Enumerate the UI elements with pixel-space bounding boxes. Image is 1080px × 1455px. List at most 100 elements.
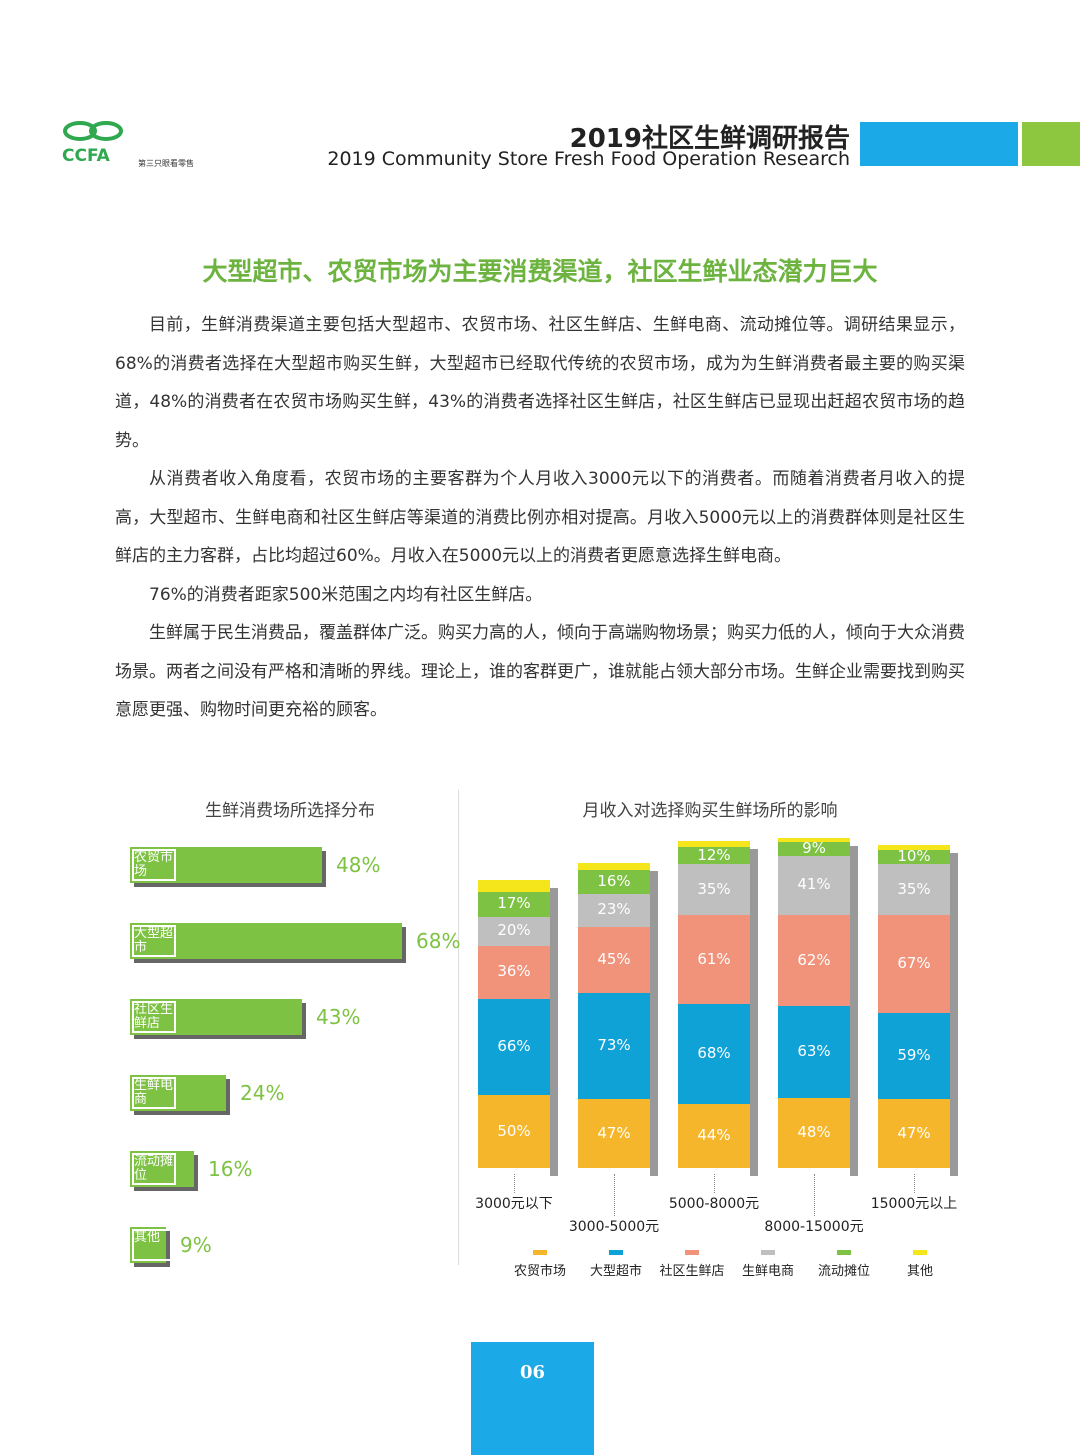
value-label: 35%: [897, 879, 931, 898]
value-label: 48%: [336, 853, 381, 877]
value-label: 43%: [316, 1005, 361, 1029]
bar: [130, 1075, 226, 1111]
x-tick-label: 15000元以上: [870, 1196, 958, 1212]
legend-swatch: [609, 1250, 623, 1255]
bar-segment: 35%: [678, 864, 750, 916]
value-label: 9%: [802, 838, 826, 857]
bar-segment: 47%: [578, 1099, 650, 1168]
bar-segment: [878, 845, 950, 850]
value-label: 16%: [597, 871, 631, 890]
leader-line: [914, 1174, 915, 1193]
value-label: 36%: [497, 962, 531, 981]
bar-segment: 23%: [578, 893, 650, 928]
bar-segment: 44%: [678, 1103, 750, 1168]
value-label: 24%: [240, 1081, 285, 1105]
value-label: 63%: [797, 1041, 831, 1060]
paragraph: 生鲜属于民生消费品，覆盖群体广泛。购买力高的人，倾向于高端购物场景；购买力低的人…: [115, 623, 965, 720]
category-label: 其他: [132, 1229, 176, 1261]
bar-segment: 41%: [778, 855, 850, 916]
category-label: 生鲜电商: [132, 1077, 176, 1109]
bar-segment: [778, 838, 850, 843]
paragraph: 目前，生鲜消费渠道主要包括大型超市、农贸市场、社区生鲜店、生鲜电商、流动摊位等。…: [115, 315, 965, 451]
value-label: 48%: [797, 1122, 831, 1141]
category-label: 社区生鲜店: [132, 1001, 176, 1033]
bar-segment: 20%: [478, 916, 550, 947]
page-number-box: [471, 1342, 594, 1455]
x-tick-label: 8000-15000元: [764, 1219, 864, 1235]
chart-title: 生鲜消费场所选择分布: [205, 801, 375, 821]
bar-segment: 45%: [578, 927, 650, 993]
bar-segment: 9%: [778, 838, 850, 857]
bar-segment: [478, 880, 550, 893]
x-tick-label: 3000元以下: [475, 1196, 553, 1212]
divider: [458, 790, 459, 1265]
legend-label: 大型超市: [589, 1264, 642, 1279]
bar-segment: 10%: [878, 847, 950, 865]
header-band: [860, 122, 1018, 166]
value-label: 12%: [697, 845, 731, 864]
page-number: 06: [519, 1362, 546, 1383]
bar-segment: 35%: [878, 864, 950, 916]
leader-line: [614, 1174, 615, 1216]
value-label: 66%: [497, 1036, 531, 1055]
value-label: 9%: [180, 1233, 212, 1257]
bar-segment: 68%: [678, 1004, 750, 1104]
value-label: 68%: [416, 929, 461, 953]
leader-line: [814, 1174, 815, 1216]
legend-label: 社区生鲜店: [659, 1264, 725, 1279]
paragraph: 76%的消费者距家500米范围之内均有社区生鲜店。: [149, 584, 543, 605]
legend-swatch: [761, 1250, 775, 1255]
bar: [130, 999, 302, 1035]
legend-label: 其他: [906, 1264, 933, 1279]
bar-segment: 48%: [778, 1097, 850, 1168]
value-label: 73%: [597, 1036, 631, 1055]
legend-swatch: [913, 1250, 927, 1255]
value-label: 47%: [897, 1123, 931, 1142]
report-title: 2019社区生鲜调研报告: [569, 124, 850, 154]
value-label: 20%: [497, 921, 531, 940]
bar-segment: [678, 840, 750, 847]
bar-segment: 59%: [878, 1013, 950, 1100]
value-label: 61%: [697, 949, 731, 968]
value-label: 44%: [697, 1125, 731, 1144]
category-label: 农贸市场: [132, 849, 176, 881]
category-label: 流动摊位: [132, 1153, 176, 1185]
bar-shadow: [950, 853, 958, 1176]
bar-segment: 17%: [478, 892, 550, 917]
bar-segment: 36%: [478, 946, 550, 999]
legend-swatch: [685, 1250, 699, 1255]
value-label: 45%: [597, 949, 631, 968]
value-label: 41%: [797, 875, 831, 894]
legend-swatch: [837, 1250, 851, 1255]
bar: [130, 847, 322, 883]
bar-shadow: [550, 888, 558, 1176]
bar-shadow: [650, 870, 658, 1176]
bar-segment: 12%: [678, 845, 750, 865]
bar-segment: 16%: [578, 870, 650, 894]
legend-label: 流动摊位: [817, 1264, 870, 1279]
bar-segment: [578, 862, 650, 871]
body-text: 目前，生鲜消费渠道主要包括大型超市、农贸市场、社区生鲜店、生鲜电商、流动摊位等。…: [115, 306, 965, 730]
header-band: [1022, 122, 1080, 166]
logo: CCFA: [62, 146, 110, 166]
bar-shadow: [750, 848, 758, 1176]
logo-caption: 第三只眼看零售: [138, 159, 194, 168]
value-label: 67%: [897, 954, 931, 973]
bar-segment: 66%: [478, 998, 550, 1095]
value-label: 23%: [597, 900, 631, 919]
value-label: 62%: [797, 950, 831, 969]
legend-swatch: [533, 1250, 547, 1255]
value-label: 16%: [208, 1157, 253, 1181]
bar-segment: 73%: [578, 992, 650, 1100]
value-label: 17%: [497, 894, 531, 913]
value-label: 68%: [697, 1044, 731, 1063]
value-label: 35%: [697, 879, 731, 898]
value-label: 47%: [597, 1123, 631, 1142]
legend-label: 农贸市场: [513, 1264, 566, 1279]
value-label: 59%: [897, 1046, 931, 1065]
logo-mark: [62, 120, 124, 142]
bar-segment: 63%: [778, 1005, 850, 1098]
leader-line: [714, 1174, 715, 1193]
value-label: 50%: [497, 1121, 531, 1140]
